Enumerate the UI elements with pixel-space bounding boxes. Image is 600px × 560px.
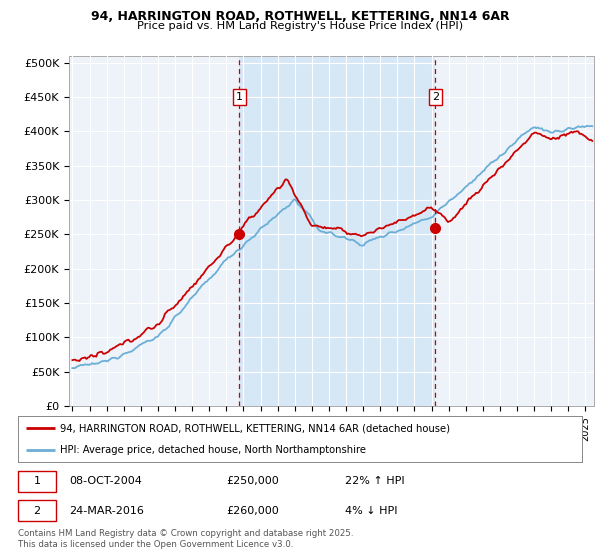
Text: £260,000: £260,000 (227, 506, 280, 516)
Bar (239, 56, 436, 406)
Text: 4% ↓ HPI: 4% ↓ HPI (345, 506, 398, 516)
Text: Price paid vs. HM Land Registry's House Price Index (HPI): Price paid vs. HM Land Registry's House … (137, 21, 463, 31)
Text: 08-OCT-2004: 08-OCT-2004 (69, 476, 142, 486)
Text: 24-MAR-2016: 24-MAR-2016 (69, 506, 143, 516)
Text: Contains HM Land Registry data © Crown copyright and database right 2025.
This d: Contains HM Land Registry data © Crown c… (18, 529, 353, 549)
Text: 94, HARRINGTON ROAD, ROTHWELL, KETTERING, NN14 6AR: 94, HARRINGTON ROAD, ROTHWELL, KETTERING… (91, 10, 509, 23)
Text: 1: 1 (236, 92, 243, 102)
Text: 22% ↑ HPI: 22% ↑ HPI (345, 476, 405, 486)
FancyBboxPatch shape (18, 500, 56, 521)
Text: 94, HARRINGTON ROAD, ROTHWELL, KETTERING, NN14 6AR (detached house): 94, HARRINGTON ROAD, ROTHWELL, KETTERING… (60, 423, 450, 433)
Text: 2: 2 (34, 506, 41, 516)
Text: £250,000: £250,000 (227, 476, 280, 486)
Text: 1: 1 (34, 476, 41, 486)
Text: HPI: Average price, detached house, North Northamptonshire: HPI: Average price, detached house, Nort… (60, 445, 366, 455)
FancyBboxPatch shape (18, 470, 56, 492)
Text: 2: 2 (432, 92, 439, 102)
